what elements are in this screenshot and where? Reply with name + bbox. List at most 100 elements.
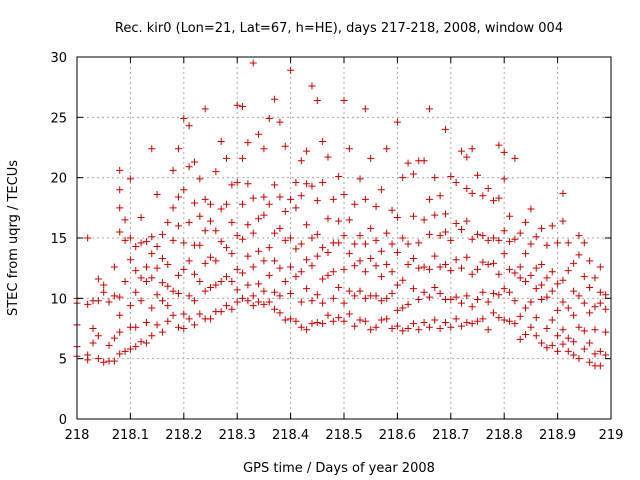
data-point xyxy=(174,323,182,331)
y-tick-label: 30 xyxy=(50,51,67,66)
data-point xyxy=(207,253,214,261)
data-point xyxy=(484,298,492,306)
data-point xyxy=(372,323,380,331)
data-point xyxy=(110,334,118,342)
data-point xyxy=(324,215,332,223)
data-point xyxy=(425,293,433,301)
data-point xyxy=(415,264,423,272)
data-point xyxy=(548,287,556,295)
data-point xyxy=(212,257,220,265)
data-point xyxy=(233,265,241,273)
data-point xyxy=(506,317,514,325)
data-point xyxy=(313,318,321,326)
data-point xyxy=(436,232,444,240)
data-point xyxy=(255,215,263,223)
data-point xyxy=(500,175,508,183)
data-point xyxy=(409,255,417,263)
data-point xyxy=(570,351,578,359)
data-point xyxy=(580,299,588,307)
data-point xyxy=(356,287,364,295)
data-point xyxy=(260,211,268,219)
data-point xyxy=(559,189,567,197)
data-point xyxy=(249,263,257,271)
data-point xyxy=(543,274,551,282)
data-point xyxy=(260,287,268,295)
data-point xyxy=(356,232,364,240)
data-point xyxy=(169,204,177,212)
data-point xyxy=(207,200,214,208)
data-point xyxy=(201,259,209,267)
data-point xyxy=(474,230,481,238)
data-point xyxy=(351,262,359,270)
data-point xyxy=(164,302,172,310)
data-point xyxy=(361,268,369,276)
data-point xyxy=(591,303,599,311)
data-point xyxy=(319,299,327,307)
data-point xyxy=(457,264,465,272)
data-point xyxy=(559,340,567,348)
data-point xyxy=(324,248,332,256)
data-point xyxy=(361,294,369,302)
data-point xyxy=(383,229,391,237)
data-point xyxy=(292,317,300,325)
data-point xyxy=(463,217,471,225)
data-point xyxy=(271,288,279,296)
data-point xyxy=(297,298,305,306)
data-point xyxy=(249,59,257,67)
data-point xyxy=(393,306,401,314)
data-point xyxy=(596,299,604,307)
data-point xyxy=(602,291,610,299)
data-point xyxy=(308,234,316,242)
data-point xyxy=(297,323,305,331)
x-tick-label: 218.3 xyxy=(219,428,256,443)
data-point xyxy=(399,234,407,242)
data-point xyxy=(260,193,268,201)
data-point xyxy=(313,96,321,104)
data-point xyxy=(564,347,572,355)
data-point xyxy=(260,145,268,153)
data-point xyxy=(377,186,385,194)
data-point xyxy=(265,298,273,306)
data-point xyxy=(415,296,423,304)
data-point xyxy=(345,250,353,258)
data-point xyxy=(361,105,369,113)
data-point xyxy=(148,304,156,312)
data-point xyxy=(372,236,380,244)
data-point xyxy=(260,257,268,265)
data-point xyxy=(260,300,268,308)
data-point xyxy=(148,233,156,241)
data-point xyxy=(516,263,524,271)
data-point xyxy=(137,297,145,305)
data-point xyxy=(474,171,481,179)
data-point xyxy=(399,276,407,284)
data-point xyxy=(89,339,97,347)
data-point xyxy=(377,297,385,305)
data-point xyxy=(105,298,113,306)
data-point xyxy=(452,315,460,323)
data-point xyxy=(244,180,252,188)
data-point xyxy=(383,261,391,269)
data-point xyxy=(495,291,503,299)
data-point xyxy=(100,288,108,296)
data-point xyxy=(340,265,348,273)
data-point xyxy=(425,323,433,331)
data-point xyxy=(228,181,236,189)
data-point xyxy=(490,290,498,298)
data-point xyxy=(84,300,92,308)
data-point xyxy=(132,323,140,331)
data-point xyxy=(292,204,300,212)
data-point xyxy=(303,147,311,155)
data-point xyxy=(500,285,508,293)
data-point xyxy=(276,118,284,126)
data-point xyxy=(223,244,231,252)
data-point xyxy=(142,277,150,285)
x-tick-label: 218.1 xyxy=(112,428,149,443)
data-point xyxy=(351,240,359,248)
data-point xyxy=(463,153,471,161)
data-point xyxy=(586,358,594,366)
data-point xyxy=(180,325,188,332)
data-point xyxy=(575,232,583,240)
data-point xyxy=(586,339,594,347)
data-point xyxy=(527,271,535,279)
data-point xyxy=(319,137,327,145)
